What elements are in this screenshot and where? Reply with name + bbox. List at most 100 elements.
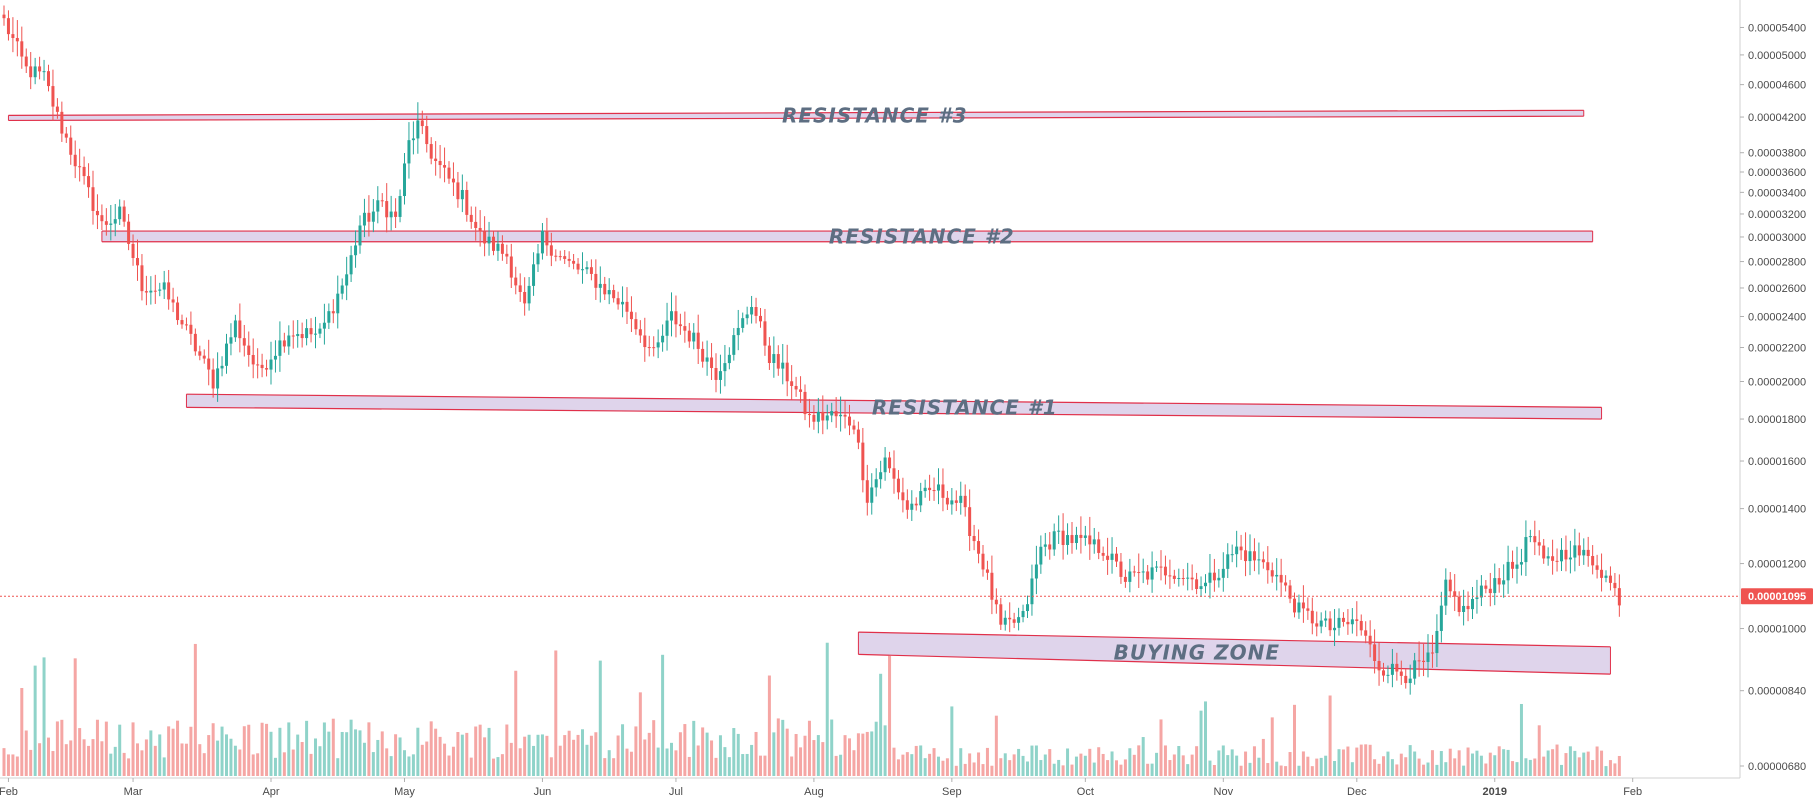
volume-bar bbox=[1137, 745, 1141, 776]
volume-bar bbox=[309, 753, 313, 776]
candle bbox=[865, 464, 869, 516]
volume-bar bbox=[994, 715, 998, 776]
volume-bar bbox=[1519, 703, 1523, 776]
volume-bar bbox=[451, 746, 455, 776]
volume-bar bbox=[945, 758, 949, 776]
zone-resistance-1[interactable] bbox=[185, 393, 1603, 420]
candle bbox=[202, 349, 206, 364]
volume-bar bbox=[198, 744, 202, 776]
volume-bar bbox=[732, 728, 736, 776]
volume-bar bbox=[1208, 760, 1212, 776]
volume-bar bbox=[411, 754, 415, 776]
candle bbox=[282, 332, 286, 353]
volume-bar bbox=[594, 732, 598, 776]
volume-bar bbox=[420, 744, 424, 776]
volume-bar bbox=[1355, 747, 1359, 776]
candle bbox=[55, 98, 59, 119]
volume-bar bbox=[211, 723, 215, 776]
candle bbox=[256, 348, 260, 379]
candle bbox=[1497, 567, 1501, 593]
volume-bar bbox=[1542, 756, 1546, 776]
volume-bar bbox=[536, 734, 540, 776]
zone-buying-zone[interactable] bbox=[857, 631, 1611, 675]
volume-bar bbox=[1132, 754, 1136, 776]
volume-bar bbox=[345, 732, 349, 776]
candle bbox=[1159, 550, 1163, 581]
candle bbox=[1555, 548, 1559, 572]
candle bbox=[1488, 572, 1492, 607]
candle-layer bbox=[2, 5, 1621, 695]
candle bbox=[1301, 585, 1305, 623]
volume-bar bbox=[834, 755, 838, 776]
candle bbox=[1475, 579, 1479, 614]
volume-bar bbox=[1417, 758, 1421, 776]
volume-bar bbox=[207, 735, 211, 776]
volume-bar bbox=[443, 743, 447, 776]
candle bbox=[514, 266, 518, 295]
volume-bar bbox=[1079, 753, 1083, 776]
volume-bar bbox=[905, 752, 909, 776]
candle bbox=[1350, 608, 1354, 634]
y-tick-label: 0.00000840 bbox=[1748, 686, 1806, 698]
volume-bar bbox=[968, 753, 972, 776]
volume-bar bbox=[42, 657, 46, 776]
volume-bar bbox=[1057, 759, 1061, 776]
volume-bar bbox=[638, 692, 642, 776]
volume-bar bbox=[1390, 759, 1394, 776]
volume-bar bbox=[612, 758, 616, 776]
candle bbox=[478, 210, 482, 247]
candle bbox=[242, 324, 246, 357]
candle bbox=[1266, 546, 1270, 584]
volume-bar bbox=[1150, 763, 1154, 776]
candle bbox=[1408, 664, 1412, 695]
volume-bar bbox=[812, 740, 816, 776]
zone-resistance-3[interactable] bbox=[7, 109, 1585, 122]
volume-bar bbox=[340, 731, 344, 776]
candle bbox=[407, 122, 411, 179]
volume-bar bbox=[1577, 757, 1581, 776]
volume-bar bbox=[937, 756, 940, 776]
candle bbox=[625, 287, 629, 324]
volume-bar bbox=[1439, 751, 1443, 776]
volume-bar bbox=[736, 733, 740, 776]
candle bbox=[358, 215, 362, 254]
candle bbox=[959, 481, 963, 515]
volume-bar bbox=[1462, 765, 1466, 776]
candle bbox=[220, 356, 224, 377]
candle bbox=[1328, 611, 1332, 637]
volume-bar bbox=[1097, 747, 1101, 776]
volume-bar bbox=[465, 732, 469, 776]
volume-bar bbox=[1101, 753, 1105, 776]
volume-bar bbox=[705, 732, 709, 776]
candle bbox=[741, 312, 745, 333]
x-tick-label: Jul bbox=[669, 786, 683, 798]
candle bbox=[914, 497, 918, 511]
volume-bar bbox=[781, 719, 785, 776]
volume-bar bbox=[634, 726, 638, 776]
candle bbox=[799, 376, 803, 403]
volume-bar bbox=[349, 719, 353, 776]
volume-bar bbox=[1448, 748, 1452, 776]
volume-bar bbox=[888, 655, 892, 776]
y-tick-label: 0.00002800 bbox=[1748, 257, 1806, 269]
candle bbox=[558, 250, 562, 261]
volume-bar bbox=[171, 728, 175, 776]
candle bbox=[629, 296, 633, 333]
y-tick-label: 0.00002400 bbox=[1748, 312, 1806, 324]
volume-bar bbox=[1083, 755, 1087, 776]
candle bbox=[1026, 595, 1029, 619]
candle bbox=[1439, 591, 1443, 643]
candle bbox=[229, 323, 233, 356]
x-tick-label: Mar bbox=[124, 786, 143, 798]
volume-bar bbox=[336, 758, 340, 776]
volume-bar bbox=[1444, 762, 1448, 776]
volume-bar bbox=[416, 727, 420, 776]
volume-bar bbox=[1373, 759, 1377, 776]
zone-resistance-2[interactable] bbox=[101, 230, 1594, 243]
candle bbox=[572, 254, 576, 270]
y-tick-label: 0.00001800 bbox=[1748, 414, 1806, 426]
volume-bar bbox=[1573, 750, 1577, 776]
candle bbox=[750, 295, 754, 324]
candle bbox=[678, 313, 682, 335]
